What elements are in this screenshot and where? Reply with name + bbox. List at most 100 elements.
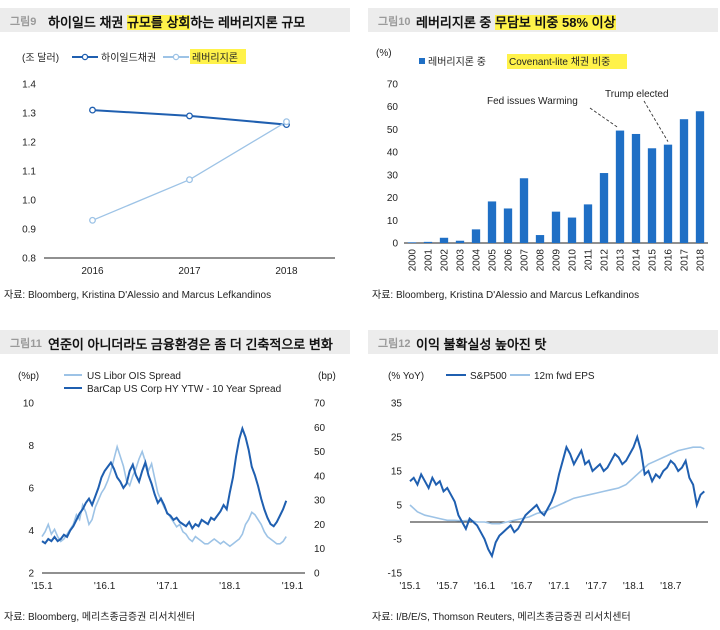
bar-2002 <box>439 237 449 243</box>
bar-2011 <box>583 204 593 243</box>
x-tick-label: 2000 <box>408 249 419 272</box>
bar-2017 <box>679 119 689 243</box>
series-point-1 <box>89 216 96 224</box>
panel-title: 이익 불확실성 높아진 탓 <box>416 334 546 353</box>
title-part: 연준이 아니더라도 금융환경은 좀 더 긴축적으로 변화 <box>48 337 333 352</box>
chart-hy-vs-leveraged-loan: (조 달러) 하이일드채권 레버리지론 0.8 0.9 1.0 1.1 1.2 1.3 1.4 20… <box>22 49 335 277</box>
bar-2016 <box>663 144 673 243</box>
bar-2015 <box>647 148 657 243</box>
panel-header: 그림9 하이일드 채권 규모를 상회하는 레버리지론 규모 <box>0 8 350 32</box>
x-tick-label: 2001 <box>424 249 435 272</box>
x-tick-label: '17.7 <box>586 581 608 592</box>
legend-label-sp500: S&P500 <box>470 371 507 382</box>
x-tick-label: 2006 <box>504 249 515 272</box>
bar-2001 <box>423 241 433 243</box>
unit-label: (조 달러) <box>22 52 59 64</box>
series-point-0 <box>89 106 96 114</box>
panel-header: 그림10 레버리지론 중 무담보 비중 58% 이상 <box>368 8 718 32</box>
title-part: 레버리지론 중 <box>416 15 495 30</box>
x-tick-label: 2012 <box>600 249 611 272</box>
panel-header: 그림11 연준이 아니더라도 금융환경은 좀 더 긴축적으로 변화 <box>0 330 350 354</box>
series-line-libor <box>41 443 287 548</box>
title-part-highlight: 규모를 상회 <box>126 15 191 30</box>
x-tick-label: '18.1 <box>219 581 241 592</box>
x-tick-label: 2017 <box>178 266 201 277</box>
bar-2007 <box>519 178 529 243</box>
figure-number: 그림12 <box>378 338 411 350</box>
y-tick-label-right: 60 <box>314 423 326 434</box>
bar-2004 <box>471 229 481 243</box>
x-tick-label: 2018 <box>275 266 298 277</box>
y-tick-label: 50 <box>387 125 399 136</box>
y-tick-label: 25 <box>391 433 403 444</box>
figure-number: 그림10 <box>378 16 411 28</box>
source-note: 자료: Bloomberg, 메리츠종금증권 리서치센터 <box>4 612 196 623</box>
x-tick-label: 2002 <box>440 249 451 272</box>
unit-label: (%) <box>376 48 392 59</box>
legend-label-libor: US Libor OIS Spread <box>87 371 181 382</box>
title-part: 하는 레버리지론 규모 <box>190 15 306 30</box>
y-tick-label: 5 <box>396 501 402 512</box>
bar-2010 <box>567 217 577 243</box>
x-tick-label: '18.7 <box>660 581 682 592</box>
x-tick-label: 2016 <box>664 249 675 272</box>
title-part: 이익 불확실성 높아진 탓 <box>416 337 547 352</box>
legend-highlight <box>190 49 246 64</box>
x-tick-label: '18.1 <box>623 581 645 592</box>
y-tick-label: 20 <box>387 193 399 204</box>
unit-label: (% YoY) <box>388 371 424 382</box>
series-point-1 <box>283 118 290 126</box>
bar-2005 <box>487 201 497 243</box>
y-tick-label: 0 <box>392 239 398 250</box>
x-tick-label: '19.1 <box>282 581 304 592</box>
y-tick-label: 70 <box>387 80 399 91</box>
x-tick-label: '17.1 <box>548 581 570 592</box>
source-note: 자료: Bloomberg, Kristina D'Alessio and Ma… <box>372 290 640 301</box>
y-tick-label-right: 30 <box>314 496 326 507</box>
unit-label-left: (%p) <box>18 371 39 382</box>
x-tick-label: 2008 <box>536 249 547 272</box>
y-tick-label: 1.0 <box>22 196 36 207</box>
legend-label-loan: 레버리지론 <box>192 52 238 64</box>
x-tick-label: 2010 <box>568 249 579 272</box>
chart-financial-conditions: (%p) (bp) US Libor OIS Spread BarCap US Cor… <box>18 371 336 592</box>
y-tick-label-right: 10 <box>314 544 326 555</box>
bar-2008 <box>535 235 545 243</box>
x-tick-label: 2018 <box>696 249 707 272</box>
x-tick-label: 2011 <box>584 249 595 271</box>
title-part-highlight: 무담보 비중 58% 이상 <box>494 15 616 30</box>
y-tick-label: 40 <box>387 148 399 159</box>
panel-title: 하이일드 채권 규모를 상회하는 레버리지론 규모 <box>48 12 305 31</box>
y-tick-label: 15 <box>391 467 403 478</box>
panel-title: 연준이 아니더라도 금융환경은 좀 더 긴축적으로 변화 <box>48 334 333 353</box>
legend-highlight <box>507 54 627 69</box>
annotation-fed: Fed issues Warming <box>487 96 578 107</box>
x-tick-label: 2003 <box>456 249 467 272</box>
annotation-trump: Trump elected <box>605 89 669 100</box>
title-part: 하이일드 채권 <box>48 15 127 30</box>
annotation-fed-leader <box>589 107 619 128</box>
series-point-1 <box>186 176 193 184</box>
series-line-eps <box>409 446 705 525</box>
panel-header: 그림12 이익 불확실성 높아진 탓 <box>368 330 718 354</box>
y-tick-label-right: 0 <box>314 569 320 580</box>
y-tick-label: -5 <box>393 535 402 546</box>
bar-2009 <box>551 211 561 243</box>
y-tick-label: 1.2 <box>22 138 36 149</box>
legend-marker-hy <box>81 53 89 61</box>
y-tick-label: 1.1 <box>22 167 36 178</box>
chart-covenant-lite-share: (%) 레버리지론 중 Covenant-lite 채권 비중 0 10 20 30 40 5… <box>376 48 708 272</box>
x-tick-label: 2014 <box>632 249 643 272</box>
panel-figure12: 그림12 이익 불확실성 높아진 탓 (% YoY) S&P500 12m fwd … <box>368 322 718 627</box>
y-tick-label: 60 <box>387 102 399 113</box>
y-tick-label: 1.3 <box>22 109 36 120</box>
series-point-0 <box>186 112 193 120</box>
y-tick-label: 30 <box>387 170 399 181</box>
x-tick-label: '16.7 <box>511 581 533 592</box>
y-tick-label: 0.8 <box>22 254 36 265</box>
bar-2006 <box>503 208 513 243</box>
x-tick-label: '17.1 <box>157 581 179 592</box>
bar-2003 <box>455 240 465 243</box>
x-tick-label: 2017 <box>680 249 691 272</box>
y-tick-label: 1.4 <box>22 80 36 91</box>
